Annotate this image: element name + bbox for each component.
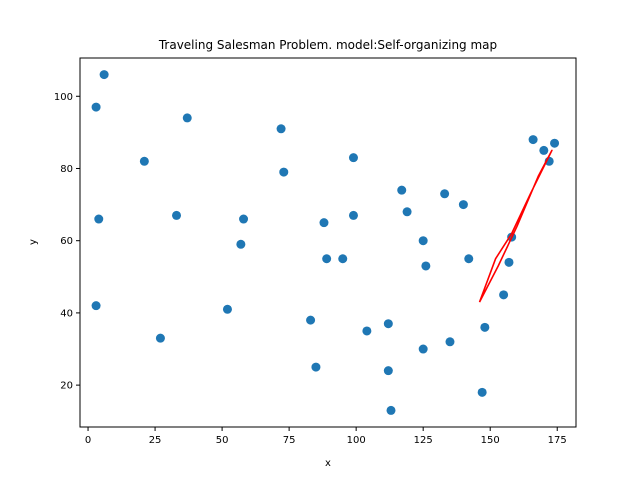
city-point (279, 167, 289, 177)
y-axis-ticks: 20 40 60 80 100 (54, 92, 80, 392)
city-point (91, 301, 101, 311)
city-point (276, 124, 286, 134)
x-tick-label: 100 (347, 435, 366, 446)
city-point (383, 366, 393, 376)
city-point (383, 319, 393, 329)
city-point (311, 362, 321, 372)
x-axis-label: x (325, 458, 331, 469)
city-point (139, 156, 149, 166)
city-point (236, 239, 246, 249)
city-point (539, 145, 549, 155)
city-point (94, 214, 104, 224)
city-point (504, 257, 514, 267)
city-point (550, 138, 560, 148)
city-point (239, 214, 249, 224)
city-point (464, 254, 474, 264)
city-point (445, 337, 455, 347)
data-points-layer (91, 70, 560, 415)
city-point (338, 254, 348, 264)
som-route-line (478, 149, 553, 303)
y-axis-label: y (28, 239, 39, 245)
city-point (477, 387, 487, 397)
x-tick-label: 150 (481, 435, 500, 446)
y-tick-label: 20 (60, 381, 73, 392)
city-point (402, 207, 412, 217)
city-point (421, 261, 431, 271)
city-point (182, 113, 192, 123)
city-point (528, 135, 538, 145)
x-tick-label: 175 (548, 435, 567, 446)
x-tick-label: 75 (283, 435, 296, 446)
city-point (440, 189, 450, 199)
city-point (499, 290, 509, 300)
city-point (458, 200, 468, 210)
city-point (386, 405, 396, 415)
city-point (99, 70, 109, 80)
city-point (172, 210, 182, 220)
x-tick-label: 25 (149, 435, 162, 446)
route-layer (478, 149, 553, 303)
city-point (306, 315, 316, 325)
city-point (155, 333, 165, 343)
x-tick-label: 125 (414, 435, 433, 446)
city-point (362, 326, 372, 336)
axes-frame (79, 57, 577, 428)
city-point (418, 344, 428, 354)
city-point (322, 254, 332, 264)
y-tick-label: 40 (60, 308, 73, 319)
city-point (418, 236, 428, 246)
city-point (348, 153, 358, 163)
city-point (348, 210, 358, 220)
chart-title: Traveling Salesman Problem. model:Self-o… (158, 38, 497, 52)
city-point (397, 185, 407, 195)
x-axis-ticks: 0 25 50 75 100 125 150 175 (85, 427, 567, 446)
x-tick-label: 0 (85, 435, 91, 446)
city-point (480, 322, 490, 332)
plot-area: 0 25 50 75 100 125 150 175 20 40 60 80 100 (54, 57, 577, 446)
y-tick-label: 80 (60, 164, 73, 175)
x-tick-label: 50 (216, 435, 229, 446)
city-point (91, 102, 101, 112)
y-tick-label: 60 (60, 236, 73, 247)
y-tick-label: 100 (54, 92, 73, 103)
city-point (222, 304, 232, 314)
city-point (319, 218, 329, 228)
